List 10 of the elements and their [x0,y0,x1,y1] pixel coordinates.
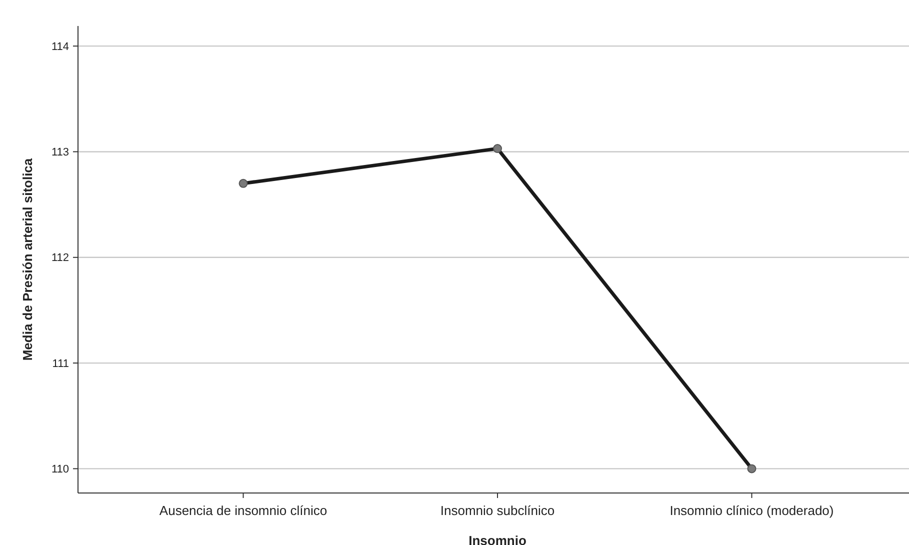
y-tick-label: 113 [51,146,69,159]
y-tick-label: 114 [51,40,69,53]
y-axis-title: Media de Presión arterial sitolica [20,158,35,361]
x-tick-label: Ausencia de insomnio clínico [159,503,328,518]
y-tick-label: 110 [51,464,69,476]
x-tick-label: Insomnio subclínico [440,503,555,518]
x-tick-label: Insomnio clínico (moderado) [670,503,834,518]
y-tick-label: 112 [51,252,69,264]
y-tick-label: 111 [52,358,69,370]
x-axis-title: Insomnio [468,533,526,545]
